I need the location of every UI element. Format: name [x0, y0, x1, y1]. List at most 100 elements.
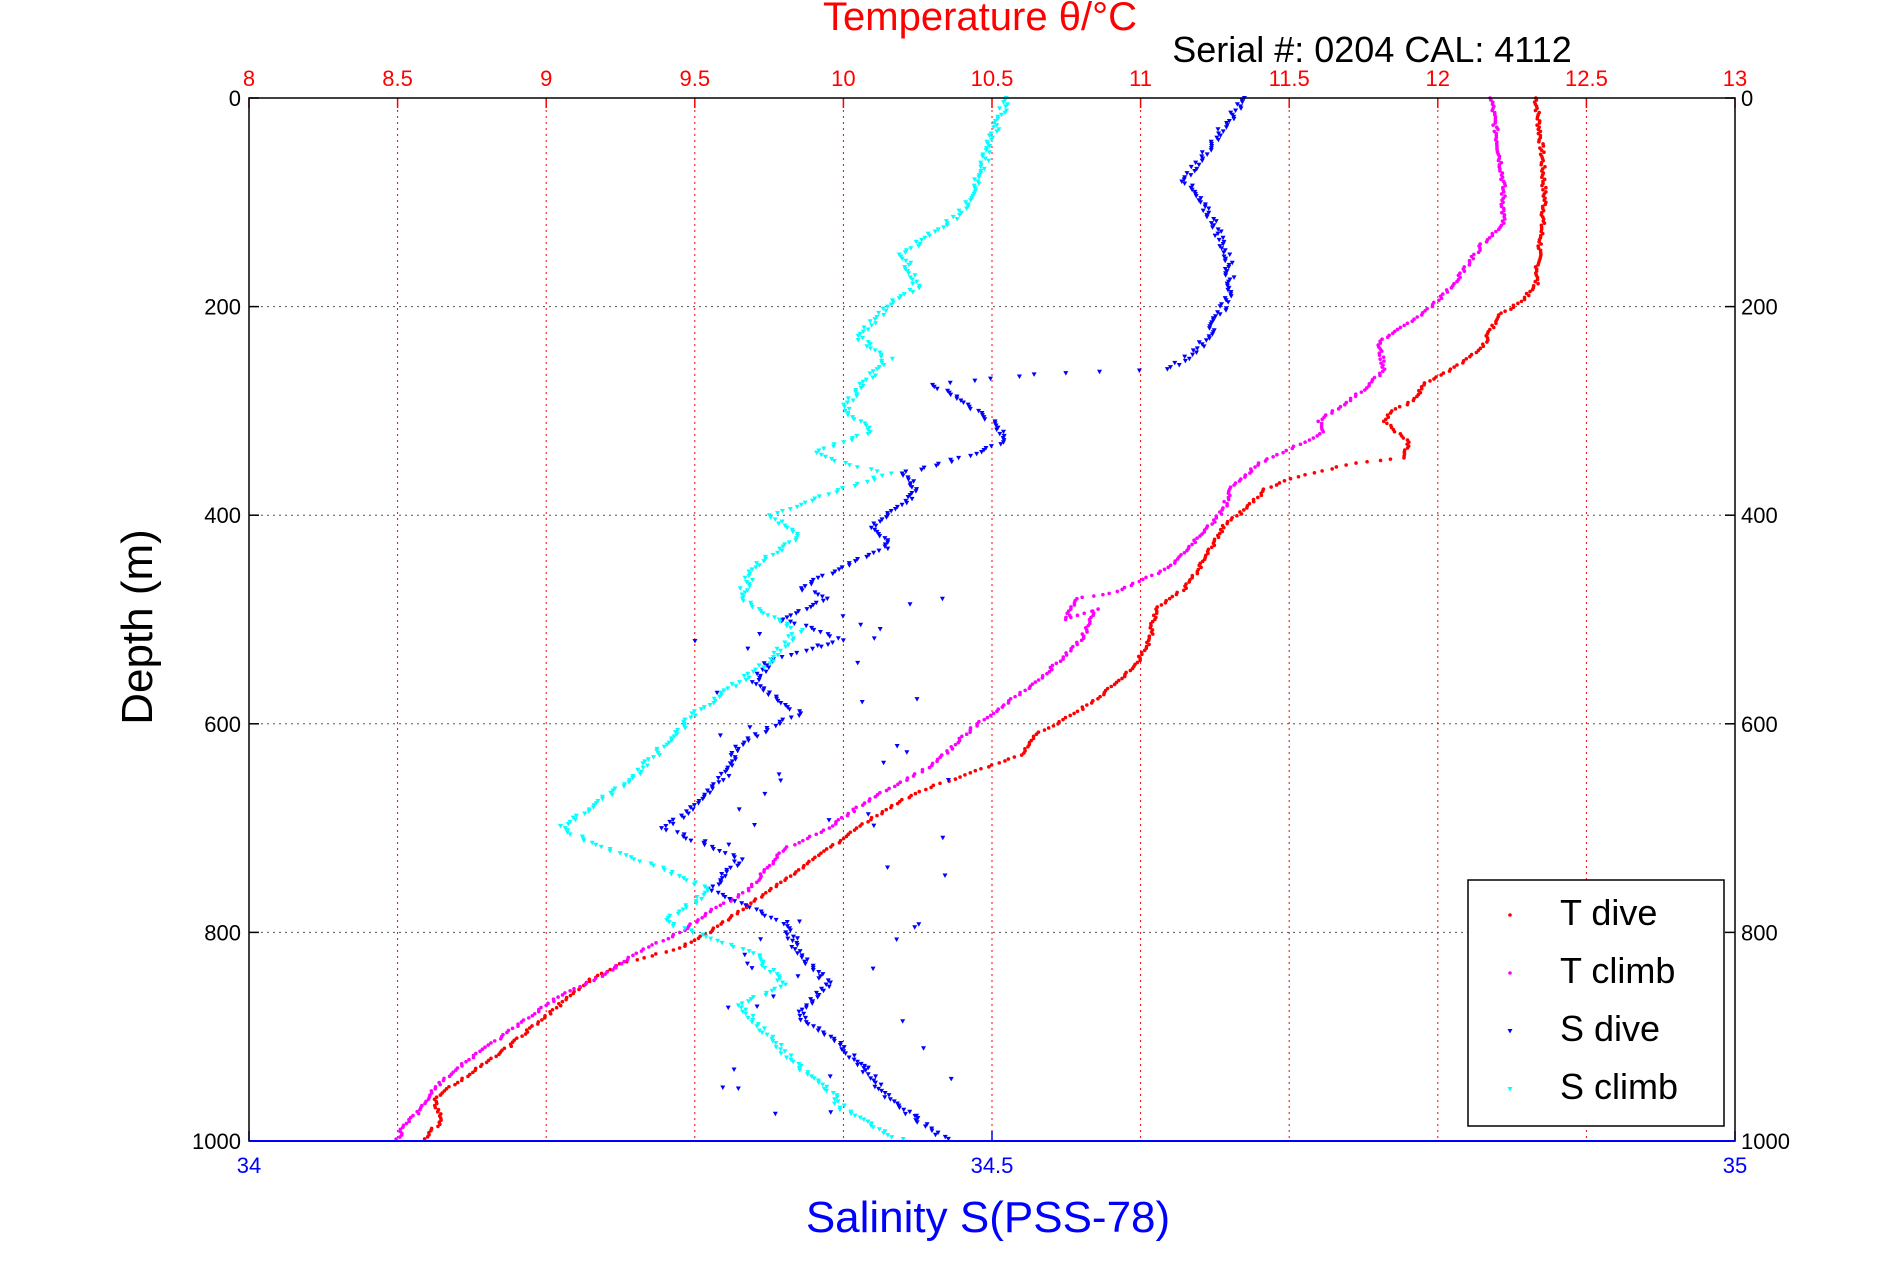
data-point	[870, 375, 876, 381]
data-point	[860, 335, 866, 341]
depth-tick-label-right: 200	[1741, 295, 1778, 320]
data-point	[683, 905, 689, 910]
data-point	[1212, 233, 1218, 239]
data-point	[696, 801, 702, 806]
data-point	[741, 907, 746, 912]
data-point	[1462, 269, 1467, 273]
data-point	[801, 865, 806, 870]
data-point	[1542, 221, 1547, 225]
data-point	[738, 1005, 744, 1010]
data-point	[1031, 372, 1037, 377]
data-point	[956, 455, 962, 461]
legend-items: T dive T climb S dive S climb	[1507, 892, 1678, 1107]
data-point	[677, 946, 682, 950]
data-point	[1047, 669, 1052, 674]
data-point	[997, 431, 1003, 437]
data-point	[1405, 446, 1410, 450]
salinity-tick-label: 35	[1723, 1153, 1747, 1178]
data-point	[745, 1015, 751, 1021]
data-point	[920, 769, 925, 774]
data-point	[776, 772, 782, 777]
data-point	[794, 951, 800, 956]
data-point	[426, 1097, 431, 1102]
data-point	[964, 732, 969, 737]
data-point	[739, 857, 745, 862]
data-point	[846, 1055, 852, 1061]
data-point	[870, 369, 876, 374]
data-point	[689, 940, 694, 944]
data-point	[797, 919, 803, 925]
data-point	[762, 913, 768, 919]
data-point	[914, 279, 920, 285]
data-point	[1312, 471, 1317, 475]
data-point	[875, 813, 879, 818]
data-point	[868, 467, 874, 472]
data-point	[425, 1135, 430, 1139]
data-point	[1085, 630, 1089, 634]
data-point	[858, 622, 864, 628]
data-point	[828, 1034, 834, 1040]
data-point	[799, 955, 805, 960]
data-point	[693, 713, 699, 718]
data-point	[944, 223, 950, 228]
data-point	[716, 882, 722, 887]
data-point	[1430, 304, 1435, 309]
data-point	[960, 734, 964, 739]
data-point	[927, 765, 932, 770]
data-point	[1229, 517, 1233, 522]
data-point	[1115, 589, 1120, 594]
data-point	[1163, 601, 1168, 605]
data-point	[1215, 227, 1221, 232]
data-point	[865, 431, 871, 437]
data-point	[769, 988, 775, 994]
serial-cal-label: Serial #: 0204 CAL: 4112	[1172, 29, 1572, 70]
data-point	[1034, 732, 1039, 737]
data-point	[401, 1125, 405, 1130]
data-point	[802, 961, 808, 967]
temperature-tick-label: 9.5	[680, 66, 711, 91]
data-point	[716, 780, 722, 785]
data-point	[634, 951, 639, 956]
data-point	[598, 844, 604, 850]
data-point	[773, 723, 779, 729]
data-point	[1209, 332, 1215, 337]
data-point	[1496, 127, 1500, 132]
data-point	[1196, 340, 1202, 345]
data-point	[1277, 481, 1282, 485]
data-point	[907, 602, 913, 607]
data-point	[1263, 459, 1268, 463]
data-point	[1539, 242, 1543, 246]
data-point	[1206, 336, 1212, 341]
data-point	[1397, 404, 1402, 409]
data-point	[811, 1076, 817, 1081]
data-point	[1182, 358, 1188, 364]
data-point	[711, 700, 717, 706]
data-point	[1223, 308, 1229, 313]
data-point	[683, 944, 687, 948]
data-point	[960, 400, 966, 406]
data-point	[963, 773, 967, 777]
data-point	[714, 690, 720, 696]
data-point	[1149, 573, 1154, 578]
data-point	[519, 1020, 524, 1024]
data-point	[861, 1117, 867, 1122]
data-point	[910, 281, 916, 287]
data-point	[815, 643, 821, 648]
data-point	[613, 966, 618, 970]
data-point	[702, 839, 708, 844]
data-point	[780, 544, 786, 549]
data-point	[904, 500, 910, 506]
data-point	[691, 803, 697, 808]
data-point	[1023, 688, 1027, 693]
data-point	[880, 306, 886, 312]
data-point	[691, 882, 697, 887]
data-point	[572, 986, 576, 991]
data-point	[1476, 250, 1481, 255]
legend-entry: S dive	[1507, 1008, 1660, 1049]
data-point	[1226, 118, 1232, 124]
data-point	[763, 730, 769, 735]
data-point	[1156, 571, 1161, 576]
data-point	[871, 636, 877, 641]
data-point	[703, 934, 709, 940]
